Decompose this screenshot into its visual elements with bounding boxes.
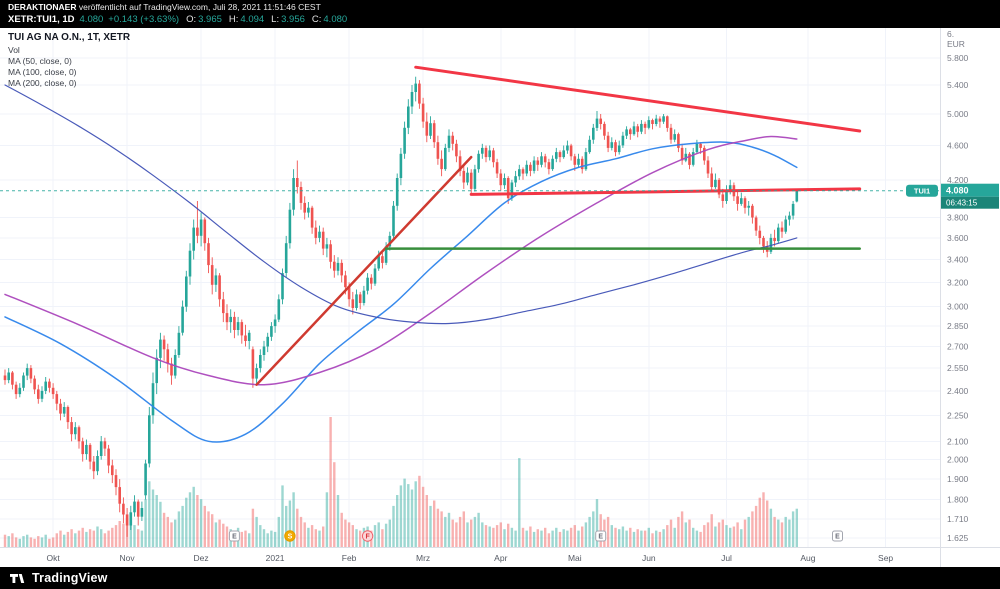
- price-chart[interactable]: E S F E E 6.EUR 5.800 5.400 5.000 4.600 4.200 3.800…: [0, 28, 1000, 567]
- svg-text:5.400: 5.400: [947, 80, 969, 90]
- open-value: 3.965: [198, 14, 222, 25]
- ma50-line: [4, 141, 798, 443]
- svg-text:2021: 2021: [266, 553, 285, 563]
- trendline-ascending-support[interactable]: [255, 155, 473, 386]
- svg-text:Jun: Jun: [642, 553, 656, 563]
- svg-text:Nov: Nov: [120, 553, 136, 563]
- svg-text:2.700: 2.700: [947, 342, 969, 352]
- svg-text:06:43:15: 06:43:15: [946, 199, 978, 208]
- volume-layer: [3, 417, 798, 547]
- svg-text:TUI1: TUI1: [914, 187, 930, 196]
- trendline-descending-resistance[interactable]: [414, 65, 862, 133]
- svg-text:Okt: Okt: [46, 553, 60, 563]
- svg-text:Jul: Jul: [721, 553, 732, 563]
- svg-text:Mrz: Mrz: [416, 553, 430, 563]
- close-value: 4.080: [323, 14, 348, 25]
- svg-text:2.000: 2.000: [947, 455, 969, 465]
- svg-text:2.100: 2.100: [947, 436, 969, 446]
- svg-text:3.200: 3.200: [947, 277, 969, 287]
- low-value: 3.956: [281, 14, 305, 25]
- svg-text:F: F: [365, 534, 370, 541]
- svg-text:E: E: [598, 534, 603, 541]
- indicator-ma100[interactable]: MA (100, close, 0): [8, 67, 77, 77]
- svg-text:4.200: 4.200: [947, 175, 969, 185]
- svg-text:Mai: Mai: [568, 553, 582, 563]
- ma100-line: [4, 135, 798, 386]
- svg-text:2.550: 2.550: [947, 363, 969, 373]
- svg-text:3.600: 3.600: [947, 233, 969, 243]
- high-label: H:: [228, 14, 239, 25]
- publish-info-text: veröffentlicht auf TradingView.com, Juli…: [76, 2, 321, 12]
- price-axis[interactable]: 6.EUR 5.800 5.400 5.000 4.600 4.200 3.800 3.600…: [940, 28, 969, 567]
- chart-legend: TUI AG NA O.N., 1T, XETR Vol MA (50, clo…: [8, 32, 130, 89]
- indicator-volume[interactable]: Vol: [8, 45, 20, 55]
- svg-text:3.400: 3.400: [947, 255, 969, 265]
- svg-text:Aug: Aug: [800, 553, 815, 563]
- symbol-title[interactable]: TUI AG NA O.N., 1T, XETR: [8, 32, 131, 43]
- tradingview-logo-icon[interactable]: [10, 572, 26, 585]
- publisher-header: DERAKTIONAER veröffentlicht auf TradingV…: [0, 0, 1000, 28]
- price-badge: TUI1 4.080 06:43:15: [906, 183, 999, 209]
- publisher-name: DERAKTIONAER: [8, 2, 77, 12]
- svg-text:EUR: EUR: [947, 39, 965, 49]
- svg-text:Dez: Dez: [194, 553, 209, 563]
- svg-text:Sep: Sep: [878, 553, 893, 563]
- indicator-ma50[interactable]: MA (50, close, 0): [8, 56, 72, 66]
- svg-text:2.850: 2.850: [947, 321, 969, 331]
- last-price: 4.080: [79, 14, 104, 25]
- grid-layer: [0, 28, 940, 547]
- svg-text:3.000: 3.000: [947, 302, 969, 312]
- price-change: +0.143 (+3.63%): [108, 14, 180, 25]
- svg-text:Apr: Apr: [494, 553, 507, 563]
- svg-text:4.080: 4.080: [946, 186, 969, 196]
- close-label: C:: [311, 14, 322, 25]
- svg-text:6.: 6.: [947, 29, 954, 39]
- svg-text:S: S: [288, 534, 293, 541]
- svg-text:1.800: 1.800: [947, 495, 969, 505]
- svg-text:E: E: [232, 534, 237, 541]
- chart-area[interactable]: E S F E E 6. EUR 5.800 5.400 5.000 4.600 4.200 3.800…: [0, 28, 1000, 567]
- publish-info-line: DERAKTIONAER veröffentlicht auf TradingV…: [8, 2, 992, 13]
- symbol-info-line: XETR:TUI1, 1D 4.080 +0.143 (+3.63%) O: 3.965…: [8, 13, 992, 26]
- symbol-name: XETR:TUI1, 1D: [8, 14, 75, 25]
- svg-text:1.710: 1.710: [947, 514, 969, 524]
- svg-text:5.800: 5.800: [947, 53, 969, 63]
- svg-text:2.250: 2.250: [947, 410, 969, 420]
- svg-text:4.600: 4.600: [947, 141, 969, 151]
- svg-text:E: E: [835, 534, 840, 541]
- open-label: O:: [186, 14, 197, 25]
- indicator-ma200[interactable]: MA (200, close, 0): [8, 78, 77, 88]
- svg-text:2.400: 2.400: [947, 386, 969, 396]
- svg-text:1.625: 1.625: [947, 533, 969, 543]
- ma200-line: [4, 84, 798, 325]
- tradingview-brand[interactable]: TradingView: [32, 571, 108, 585]
- svg-text:1.900: 1.900: [947, 474, 969, 484]
- trendline-horizontal-resistance[interactable]: [469, 187, 862, 196]
- high-value: 4.094: [240, 14, 265, 25]
- footer-bar: TradingView: [0, 567, 1000, 589]
- low-label: L:: [271, 14, 280, 25]
- svg-text:Feb: Feb: [342, 553, 357, 563]
- svg-text:3.800: 3.800: [947, 213, 969, 223]
- svg-text:5.000: 5.000: [947, 109, 969, 119]
- time-axis[interactable]: Okt Nov Dez 2021 Feb Mrz Apr Mai Jun Jul Aug Sep: [0, 547, 1000, 564]
